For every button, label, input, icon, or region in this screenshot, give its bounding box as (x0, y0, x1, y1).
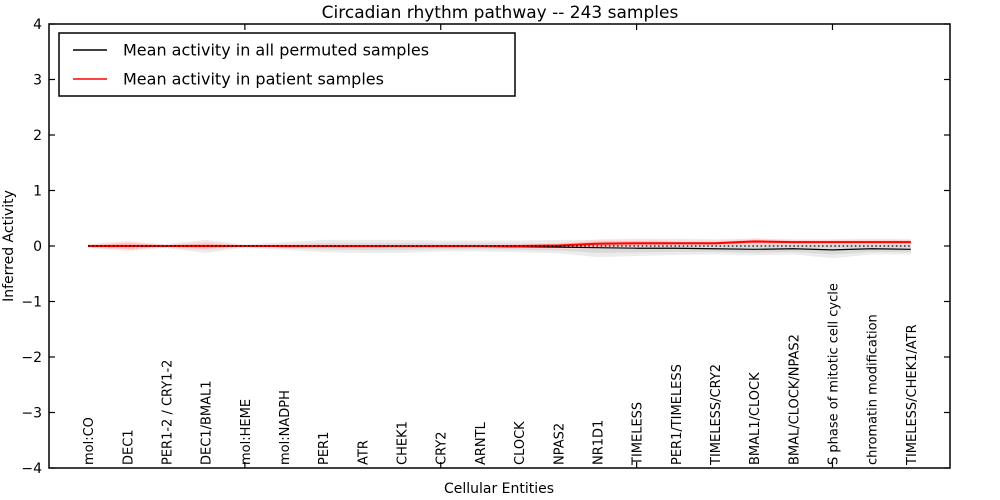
legend: Mean activity in all permuted samples Me… (58, 32, 516, 97)
category-label: BMAL1/CLOCK (748, 372, 763, 465)
category-label: ARNTL (474, 421, 489, 465)
category-label: BMAL/CLOCK/NPAS2 (787, 334, 802, 465)
y-tick-label: −4 (21, 461, 42, 477)
category-label: chromatin modification (866, 314, 881, 465)
y-tick-label: −1 (21, 295, 42, 311)
y-tick-label: 3 (33, 73, 42, 89)
y-tick-labels: 4 3 2 1 0 −1 −2 −3 −4 (21, 17, 42, 477)
legend-label-patient: Mean activity in patient samples (123, 70, 384, 89)
x-category-labels: mol:CO DEC1 PER1-2 / CRY1-2 DEC1/BMAL1 mol:H… (82, 283, 920, 466)
y-axis-label: Inferred Activity (1, 190, 17, 302)
category-label: TIMELESS (631, 402, 646, 466)
y-tick-label: 2 (33, 128, 42, 144)
chart-title: Circadian rhythm pathway -- 243 samples (322, 3, 679, 23)
y-tick-label: −2 (21, 350, 42, 366)
y-tick-label: 0 (33, 239, 42, 255)
patient-band-outer (88, 238, 911, 251)
legend-box (58, 32, 516, 97)
legend-label-permuted: Mean activity in all permuted samples (123, 41, 429, 60)
category-label: CHEK1 (396, 421, 411, 465)
y-tick-label: −3 (21, 406, 42, 422)
plot-axes (48, 23, 951, 469)
y-tick-label: 4 (33, 17, 42, 33)
category-label: DEC1 (121, 429, 136, 465)
category-label: PER1 (317, 432, 332, 465)
category-label: CLOCK (513, 421, 528, 465)
plot-lines (88, 240, 911, 251)
category-label: NPAS2 (552, 423, 567, 465)
category-label: mol:HEME (239, 399, 254, 465)
category-label: TIMELESS/CRY2 (709, 364, 724, 466)
category-label: CRY2 (435, 432, 450, 466)
category-label: NR1D1 (591, 420, 606, 465)
y-tick-label: 1 (33, 184, 42, 200)
x-axis-label: Cellular Entities (444, 481, 554, 497)
category-label: S phase of mitotic cell cycle (826, 283, 841, 465)
category-label: PER1-2 / CRY1-2 (161, 360, 176, 465)
category-label: mol:NADPH (278, 390, 293, 465)
category-label: TIMELESS/CHEK1/ATR (905, 324, 920, 466)
category-label: mol:CO (82, 417, 97, 465)
category-label: DEC1/BMAL1 (200, 381, 215, 466)
category-label: PER1/TIMELESS (670, 364, 685, 465)
category-label: ATR (356, 440, 371, 465)
